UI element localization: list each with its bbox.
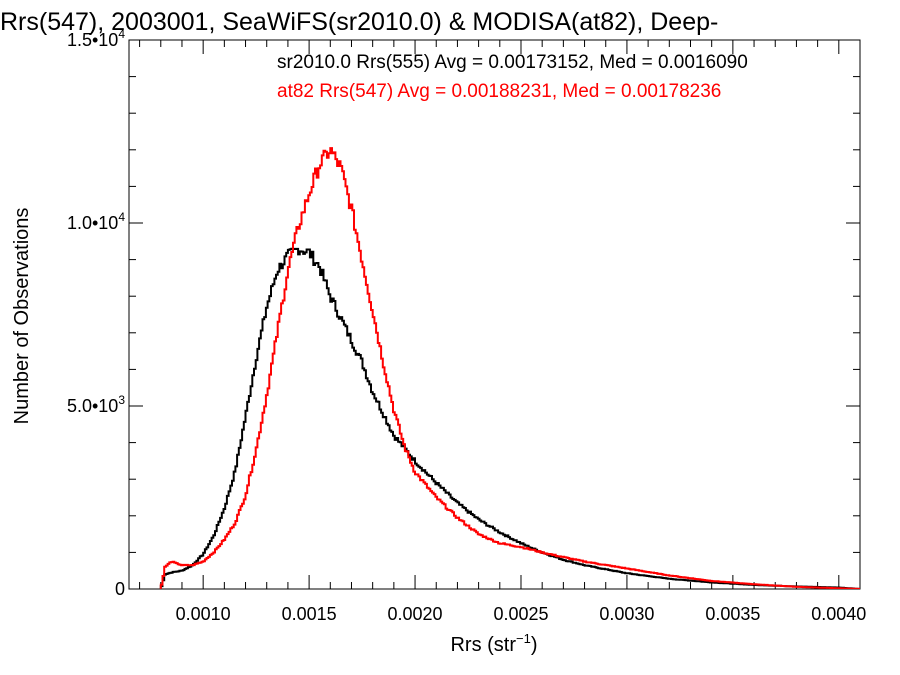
legend-entry-sr2010: sr2010.0 Rrs(555) Avg = 0.00173152, Med … <box>277 52 748 73</box>
y-axis-label: Number of Observations <box>11 208 33 425</box>
x-tick-label: 0.0020 <box>388 604 443 624</box>
x-tick-label: 0.0010 <box>176 604 231 624</box>
chart-title: Rrs(547), 2003001, SeaWiFS(sr2010.0) & M… <box>0 8 718 36</box>
series-0-histogram <box>159 247 860 589</box>
y-tick-label: 1.0•104 <box>67 210 125 233</box>
y-tick-label: 0 <box>115 579 125 599</box>
series-1-histogram <box>159 147 860 589</box>
legend-entry-at82: at82 Rrs(547) Avg = 0.00188231, Med = 0.… <box>277 81 721 102</box>
y-tick-label: 5.0•103 <box>67 393 125 416</box>
x-tick-label: 0.0025 <box>493 604 548 624</box>
x-axis-ticks: 0.0010 0.0015 0.0020 0.0025 0.0030 0.0035 0.00… <box>139 40 866 624</box>
plot-frame <box>128 39 861 590</box>
y-axis-ticks: 0 5.0•103 1.0•104 1.5•104 <box>67 27 860 599</box>
x-axis-label: Rrs (str−1) <box>450 631 537 656</box>
series-layer <box>159 147 860 589</box>
x-tick-label: 0.0030 <box>599 604 654 624</box>
x-tick-label: 0.0040 <box>811 604 866 624</box>
x-tick-label: 0.0035 <box>705 604 760 624</box>
y-tick-label: 1.5•104 <box>67 27 125 50</box>
x-tick-label: 0.0015 <box>282 604 337 624</box>
